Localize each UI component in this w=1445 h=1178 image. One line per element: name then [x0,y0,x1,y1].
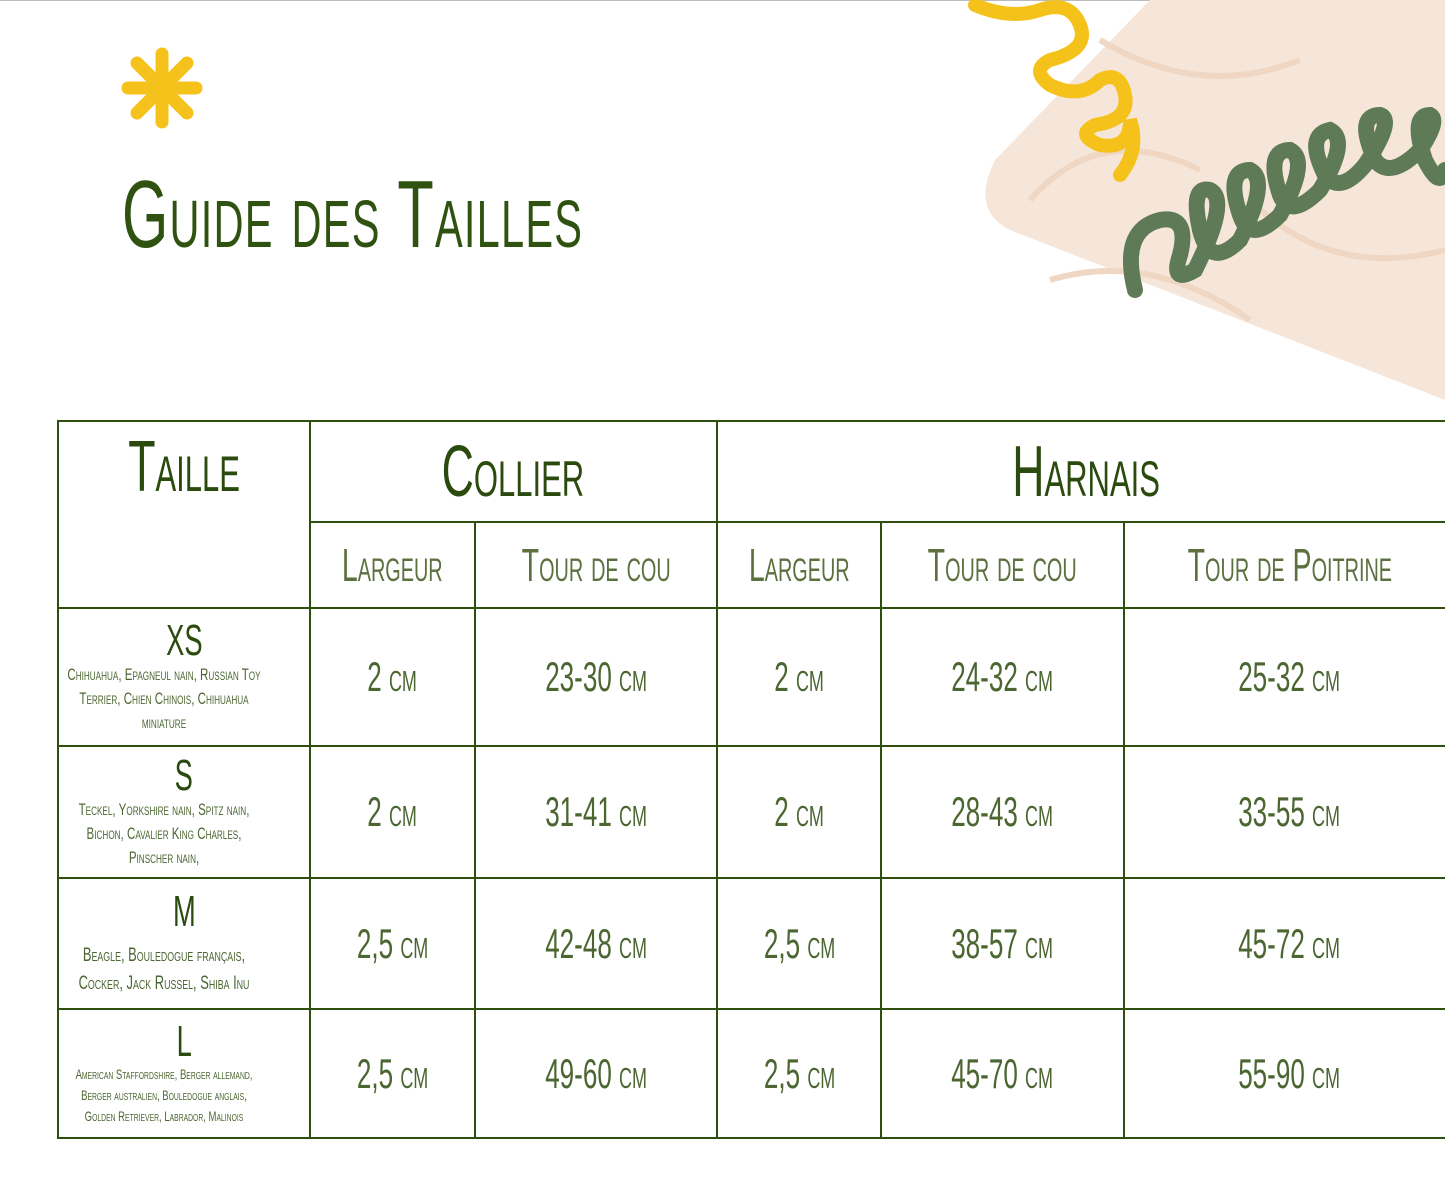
value-cell: 25-32 cm [1122,607,1445,747]
subheader-collier-largeur: Largeur [309,521,476,609]
value-cell: 2,5 cm [309,1008,476,1139]
size-cell: XS Chihuahua, Epagneul nain, Russian Toy … [57,607,311,747]
subheader-collier-tour-de-cou: Tour de cou [473,521,718,609]
subheader-harnais-tour-de-poitrine: Tour de Poitrine [1122,521,1445,609]
value-cell: 33-55 cm [1122,745,1445,879]
header-taille: Taille [57,420,311,609]
size-cell: S Teckel, Yorkshire nain, Spitz nain, Bic… [57,745,311,879]
page-title: Guide des Tailles [122,161,584,268]
decoration-layer [121,0,1445,400]
value-cell: 49-60 cm [473,1008,718,1139]
yellow-spiral [968,0,1141,182]
value-cell: 42-48 cm [473,877,718,1010]
value-cell: 2 cm [309,607,476,747]
subheader-harnais-tour-de-cou: Tour de cou [880,521,1125,609]
header-collier: Collier [309,420,718,523]
value-cell: 31-41 cm [473,745,718,879]
value-cell: 45-70 cm [880,1008,1125,1139]
size-guide-table: Taille Collier Harnais Largeur Tour de c… [57,420,1445,1139]
value-cell: 38-57 cm [880,877,1125,1010]
table-row: M Beagle, Bouledogue français, Cocker, Ja… [57,877,1445,1010]
value-cell: 2,5 cm [715,1008,883,1139]
value-cell: 45-72 cm [1122,877,1445,1010]
value-cell: 55-90 cm [1122,1008,1445,1139]
value-cell: 2 cm [715,745,883,879]
value-cell: 2,5 cm [309,877,476,1010]
value-cell: 24-32 cm [880,607,1125,747]
table-row: S Teckel, Yorkshire nain, Spitz nain, Bic… [57,745,1445,879]
asterisk-icon [121,47,203,129]
top-border [0,0,1445,1]
value-cell: 23-30 cm [473,607,718,747]
value-cell: 2 cm [715,607,883,747]
green-spiral [1122,106,1445,298]
value-cell: 28-43 cm [880,745,1125,879]
size-cell: M Beagle, Bouledogue français, Cocker, Ja… [57,877,311,1010]
size-cell: L American Staffordshire, Berger allemand… [57,1008,311,1139]
value-cell: 2,5 cm [715,877,883,1010]
header-harnais: Harnais [715,420,1445,523]
table-row: XS Chihuahua, Epagneul nain, Russian Toy … [57,607,1445,747]
table-row: L American Staffordshire, Berger allemand… [57,1008,1445,1139]
subheader-harnais-largeur: Largeur [715,521,883,609]
value-cell: 2 cm [309,745,476,879]
